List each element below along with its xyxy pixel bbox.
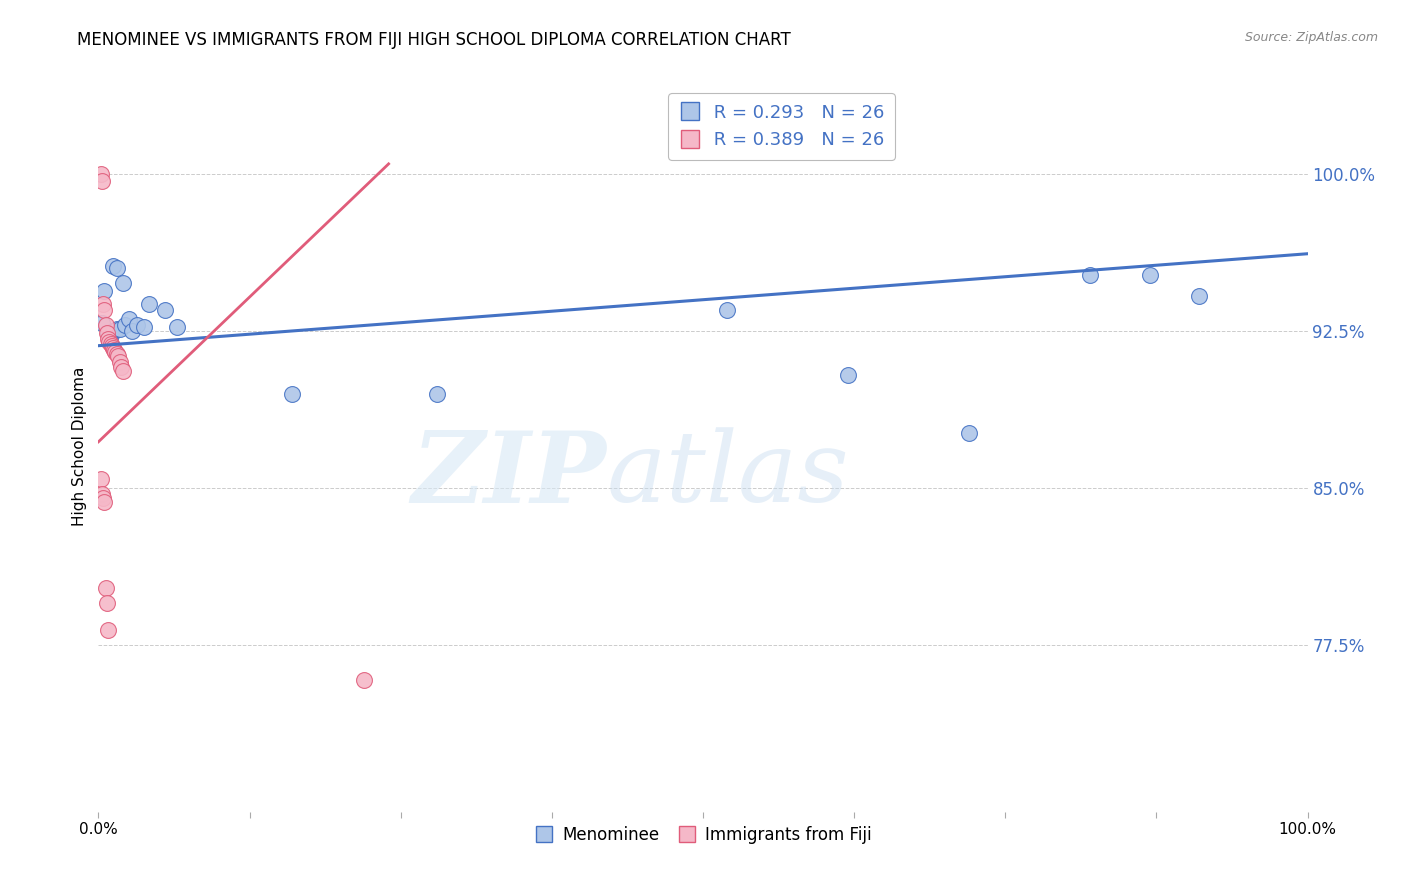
Y-axis label: High School Diploma: High School Diploma: [72, 367, 87, 525]
Point: [114, 318, 136, 332]
Point: [127, 318, 149, 332]
Point: [98, 334, 121, 349]
Point: [1139, 268, 1161, 282]
Point: [1188, 288, 1211, 302]
Point: [716, 303, 738, 318]
Point: [93, 285, 115, 299]
Point: [93, 495, 115, 509]
Point: [96, 596, 118, 610]
Point: [107, 349, 129, 363]
Point: [111, 364, 134, 378]
Point: [166, 319, 188, 334]
Point: [353, 673, 375, 687]
Point: [110, 359, 132, 374]
Text: ZIP: ZIP: [412, 427, 606, 524]
Point: [94, 581, 117, 595]
Point: [91, 487, 114, 501]
Point: [100, 328, 122, 343]
Point: [91, 297, 114, 311]
Point: [134, 319, 156, 334]
Point: [837, 368, 859, 382]
Point: [100, 336, 122, 351]
Point: [111, 276, 134, 290]
Point: [105, 261, 128, 276]
Point: [97, 326, 120, 340]
Point: [103, 343, 125, 357]
Point: [101, 341, 124, 355]
Point: [90, 472, 112, 486]
Point: [101, 324, 124, 338]
Point: [94, 318, 117, 332]
Point: [426, 386, 449, 401]
Point: [108, 355, 131, 369]
Text: atlas: atlas: [606, 427, 849, 523]
Point: [97, 623, 120, 637]
Point: [108, 322, 131, 336]
Point: [105, 347, 128, 361]
Text: MENOMINEE VS IMMIGRANTS FROM FIJI HIGH SCHOOL DIPLOMA CORRELATION CHART: MENOMINEE VS IMMIGRANTS FROM FIJI HIGH S…: [77, 31, 792, 49]
Point: [101, 260, 124, 274]
Point: [1078, 268, 1101, 282]
Point: [91, 491, 114, 506]
Point: [153, 303, 176, 318]
Point: [100, 339, 122, 353]
Point: [118, 311, 141, 326]
Point: [281, 386, 304, 401]
Point: [138, 297, 160, 311]
Point: [96, 326, 118, 340]
Point: [957, 426, 980, 441]
Point: [91, 173, 114, 187]
Text: Source: ZipAtlas.com: Source: ZipAtlas.com: [1244, 31, 1378, 45]
Point: [90, 167, 112, 181]
Point: [104, 345, 127, 359]
Point: [121, 324, 143, 338]
Point: [93, 303, 115, 318]
Point: [105, 322, 128, 336]
Point: [91, 316, 114, 330]
Point: [97, 333, 120, 347]
Legend: Menominee, Immigrants from Fiji: Menominee, Immigrants from Fiji: [527, 820, 879, 851]
